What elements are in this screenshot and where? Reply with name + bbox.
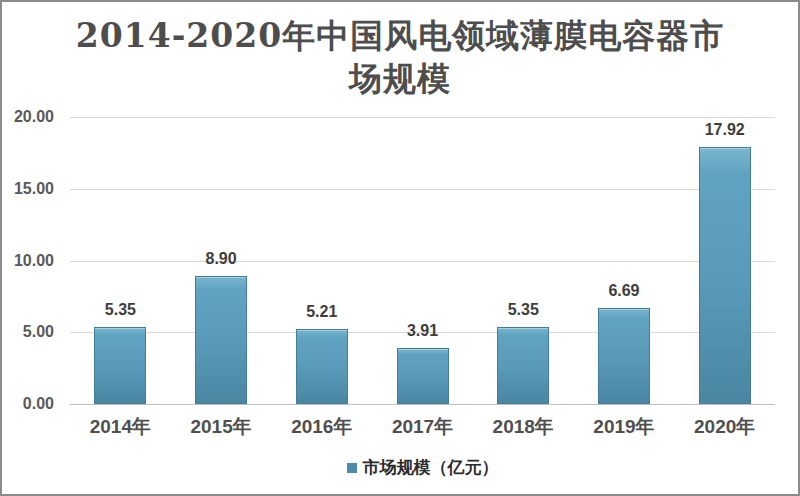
bar-value-label: 6.69 (574, 282, 675, 300)
bar-2017年 (397, 348, 449, 404)
y-tick-label: 15.00 (14, 180, 54, 198)
y-tick-label: 10.00 (14, 252, 54, 270)
bar-value-label: 5.35 (473, 301, 574, 319)
x-category-label: 2019年 (574, 414, 675, 440)
x-category-label: 2014年 (70, 414, 171, 440)
x-category-label: 2017年 (372, 414, 473, 440)
bar-2019年 (598, 308, 650, 404)
x-category-label: 2016年 (271, 414, 372, 440)
bar-series: 5.358.905.213.915.356.6917.92 (70, 117, 775, 404)
bar-value-label: 5.21 (271, 303, 372, 321)
plot-area: 5.358.905.213.915.356.6917.92 (70, 117, 775, 404)
legend-marker-icon (347, 463, 357, 473)
x-axis-category-labels: 2014年2015年2016年2017年2018年2019年2020年 (70, 414, 775, 440)
bar-slot: 6.69 (574, 117, 675, 404)
chart-title-line-1: 2014-2020年中国风电领域薄膜电容器市 (2, 14, 798, 57)
bar-value-label: 8.90 (171, 250, 272, 268)
chart-title-line-2: 场规模 (2, 57, 798, 100)
y-tick-label: 20.00 (14, 108, 54, 126)
bar-2016年 (296, 329, 348, 404)
legend: 市场规模（亿元） (70, 456, 775, 479)
bar-value-label: 5.35 (70, 301, 171, 319)
chart-title: 2014-2020年中国风电领域薄膜电容器市 场规模 (2, 14, 798, 100)
bar-slot: 5.35 (70, 117, 171, 404)
bar-slot: 3.91 (372, 117, 473, 404)
bar-value-label: 3.91 (372, 322, 473, 340)
legend-series-label: 市场规模（亿元） (363, 456, 499, 479)
x-category-label: 2018年 (473, 414, 574, 440)
gridline (70, 404, 775, 405)
bar-slot: 5.21 (271, 117, 372, 404)
bar-slot: 17.92 (674, 117, 775, 404)
x-category-label: 2020年 (674, 414, 775, 440)
bar-2020年 (699, 147, 751, 404)
bar-2014年 (94, 327, 146, 404)
bar-slot: 8.90 (171, 117, 272, 404)
y-tick-label: 5.00 (23, 323, 54, 341)
bar-2015年 (195, 276, 247, 404)
chart-frame: 2014-2020年中国风电领域薄膜电容器市 场规模 20.00 15.00 10.… (0, 0, 800, 496)
bar-2018年 (497, 327, 549, 404)
bar-value-label: 17.92 (674, 121, 775, 139)
y-axis-tick-labels: 20.0015.0010.005.000.00 (2, 117, 60, 404)
bar-slot: 5.35 (473, 117, 574, 404)
x-category-label: 2015年 (171, 414, 272, 440)
y-tick-label: 0.00 (23, 395, 54, 413)
